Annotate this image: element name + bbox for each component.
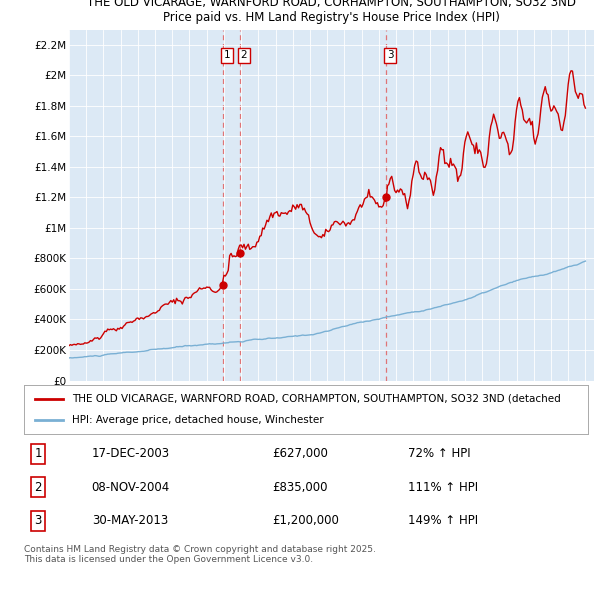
Text: HPI: Average price, detached house, Winchester: HPI: Average price, detached house, Winc… — [72, 415, 323, 425]
Text: £1,200,000: £1,200,000 — [272, 514, 339, 527]
Title: THE OLD VICARAGE, WARNFORD ROAD, CORHAMPTON, SOUTHAMPTON, SO32 3ND
Price paid vs: THE OLD VICARAGE, WARNFORD ROAD, CORHAMP… — [87, 0, 576, 24]
Text: 2: 2 — [241, 51, 247, 60]
Text: Contains HM Land Registry data © Crown copyright and database right 2025.
This d: Contains HM Land Registry data © Crown c… — [24, 545, 376, 565]
Text: 1: 1 — [224, 51, 230, 60]
Text: 30-MAY-2013: 30-MAY-2013 — [92, 514, 168, 527]
Text: £835,000: £835,000 — [272, 481, 328, 494]
Text: 3: 3 — [34, 514, 42, 527]
Text: 3: 3 — [387, 51, 394, 60]
Text: 111% ↑ HPI: 111% ↑ HPI — [407, 481, 478, 494]
Text: 17-DEC-2003: 17-DEC-2003 — [92, 447, 170, 460]
Text: £627,000: £627,000 — [272, 447, 328, 460]
Text: THE OLD VICARAGE, WARNFORD ROAD, CORHAMPTON, SOUTHAMPTON, SO32 3ND (detached: THE OLD VICARAGE, WARNFORD ROAD, CORHAMP… — [72, 394, 560, 404]
Text: 08-NOV-2004: 08-NOV-2004 — [92, 481, 170, 494]
Text: 1: 1 — [34, 447, 42, 460]
Text: 149% ↑ HPI: 149% ↑ HPI — [407, 514, 478, 527]
Text: 2: 2 — [34, 481, 42, 494]
Text: 72% ↑ HPI: 72% ↑ HPI — [407, 447, 470, 460]
